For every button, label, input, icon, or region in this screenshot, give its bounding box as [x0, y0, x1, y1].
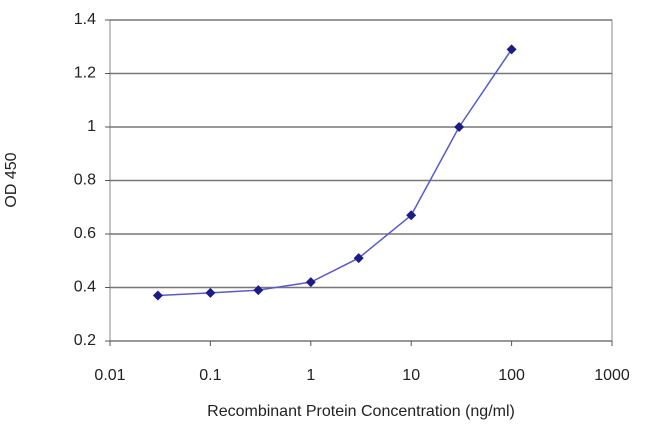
- x-tick-label: 1000: [594, 367, 630, 384]
- y-tick-label: 0.2: [74, 332, 96, 349]
- data-line: [157, 49, 513, 297]
- y-tick-label: 1: [87, 118, 96, 135]
- y-tick-label: 1.4: [74, 11, 96, 28]
- x-tick-label: 10: [402, 367, 420, 384]
- x-tick-label: 0.1: [199, 367, 221, 384]
- data-point: [152, 290, 163, 301]
- x-axis-label: Recombinant Protein Concentration (ng/ml…: [207, 403, 515, 420]
- data-point: [454, 122, 465, 132]
- y-tick-label: 1.2: [74, 65, 96, 82]
- data-point: [305, 277, 316, 288]
- x-tick-label: 100: [498, 367, 525, 384]
- data-point: [353, 253, 364, 264]
- y-tick-label: 0.4: [74, 279, 96, 296]
- x-tick-label: 1: [306, 367, 315, 384]
- y-tick-label: 0.8: [74, 172, 96, 189]
- data-point: [205, 287, 216, 298]
- y-tick-label: 0.6: [74, 225, 96, 242]
- x-tick-label: 0.01: [94, 367, 125, 384]
- data-point: [406, 210, 417, 221]
- data-point: [253, 285, 264, 296]
- data-point: [506, 44, 517, 55]
- y-axis-label: OD 450: [3, 152, 20, 207]
